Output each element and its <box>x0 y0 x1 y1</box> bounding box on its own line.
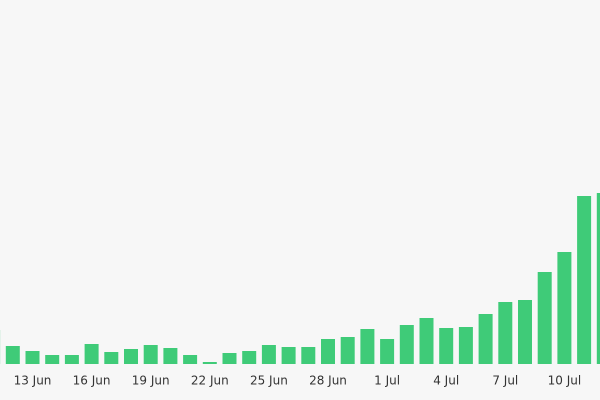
bar <box>242 351 257 364</box>
bar <box>340 337 355 364</box>
bar <box>360 329 375 364</box>
bar <box>45 355 60 364</box>
bar <box>222 353 237 364</box>
bar <box>84 344 99 364</box>
x-tick-label: 7 Jul <box>492 374 518 388</box>
bar <box>321 339 335 364</box>
bar <box>143 345 158 364</box>
bar <box>380 339 395 364</box>
bar <box>124 349 138 364</box>
x-tick-label: 10 Jul <box>548 374 582 388</box>
x-tick-label: 16 Jun <box>73 374 111 388</box>
bar <box>478 314 493 364</box>
x-tick-label: 25 Jun <box>250 374 288 388</box>
bar <box>281 347 296 364</box>
bar <box>596 193 600 364</box>
x-tick-label: 22 Jun <box>191 374 229 388</box>
bar <box>557 252 572 364</box>
x-tick-label: 28 Jun <box>309 374 347 388</box>
bar <box>419 318 434 364</box>
bar <box>104 352 119 364</box>
x-tick-label: 1 Jul <box>374 374 400 388</box>
x-tick-label: 4 Jul <box>433 374 459 388</box>
bar <box>301 347 316 364</box>
bar <box>202 362 217 364</box>
x-tick-label: 19 Jun <box>132 374 170 388</box>
bar <box>399 325 414 364</box>
bar <box>498 302 513 364</box>
bar <box>5 346 20 364</box>
bar <box>25 351 40 364</box>
bar <box>183 355 198 364</box>
x-tick-label: 13 Jun <box>14 374 52 388</box>
bar <box>577 196 592 364</box>
bar <box>518 300 532 364</box>
bar <box>439 328 454 364</box>
bar <box>64 355 79 364</box>
bar <box>163 348 178 364</box>
bar <box>537 272 552 364</box>
bar <box>261 345 276 364</box>
bar <box>458 327 473 364</box>
